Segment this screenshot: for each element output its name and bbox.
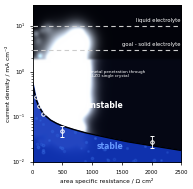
- Point: [159, 158, 163, 161]
- Point: [83, 160, 86, 163]
- Point: [133, 158, 136, 161]
- Point: [106, 157, 109, 160]
- Text: unstable: unstable: [85, 101, 123, 110]
- Point: [93, 137, 96, 140]
- Text: goal - solid electrolyte: goal - solid electrolyte: [122, 42, 180, 47]
- Point: [48, 139, 51, 142]
- Point: [37, 146, 40, 149]
- Point: [40, 143, 43, 146]
- Point: [55, 133, 58, 136]
- Point: [41, 123, 44, 126]
- Point: [165, 150, 168, 153]
- Point: [62, 149, 65, 152]
- Point: [61, 146, 64, 149]
- Point: [42, 148, 45, 151]
- Point: [34, 117, 37, 120]
- Point: [42, 150, 45, 153]
- Point: [116, 147, 119, 150]
- Point: [86, 149, 90, 153]
- Point: [73, 128, 76, 131]
- Y-axis label: current density / mA cm⁻²: current density / mA cm⁻²: [5, 45, 11, 122]
- Point: [58, 145, 61, 148]
- Point: [39, 119, 42, 122]
- Point: [42, 143, 45, 146]
- Point: [131, 159, 135, 162]
- Point: [79, 146, 82, 149]
- Point: [152, 159, 156, 162]
- Text: Li metal penetration through
a LLZO single crystal: Li metal penetration through a LLZO sing…: [69, 70, 145, 86]
- Point: [103, 147, 106, 150]
- Point: [84, 141, 87, 144]
- Point: [106, 158, 109, 161]
- Point: [35, 143, 38, 146]
- Point: [74, 131, 77, 134]
- Point: [42, 114, 46, 117]
- Point: [102, 147, 105, 150]
- Point: [90, 156, 93, 159]
- Point: [51, 130, 54, 133]
- Point: [112, 158, 115, 161]
- Point: [143, 145, 146, 148]
- Text: stable: stable: [96, 142, 123, 150]
- Point: [126, 146, 129, 149]
- Text: liquid electrolyte: liquid electrolyte: [136, 18, 180, 23]
- X-axis label: area specific resistance / Ω cm²: area specific resistance / Ω cm²: [60, 178, 154, 184]
